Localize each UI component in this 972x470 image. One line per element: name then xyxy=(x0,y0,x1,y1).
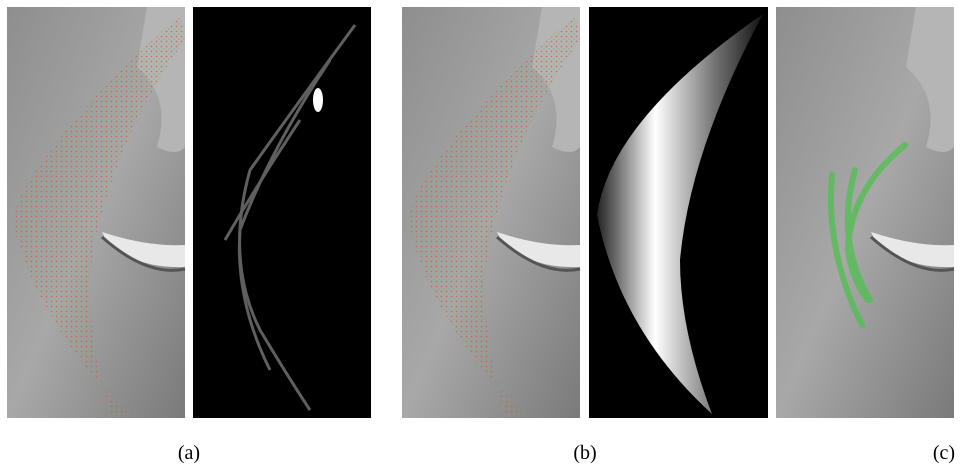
bright-spot xyxy=(313,88,323,112)
figure: (a) (b) (c) xyxy=(0,0,972,470)
panel-label: (c) xyxy=(933,442,955,464)
face-image xyxy=(776,7,954,418)
panel-label: (a) xyxy=(178,442,200,464)
response-image xyxy=(193,7,371,418)
panel-label: (b) xyxy=(573,442,596,464)
